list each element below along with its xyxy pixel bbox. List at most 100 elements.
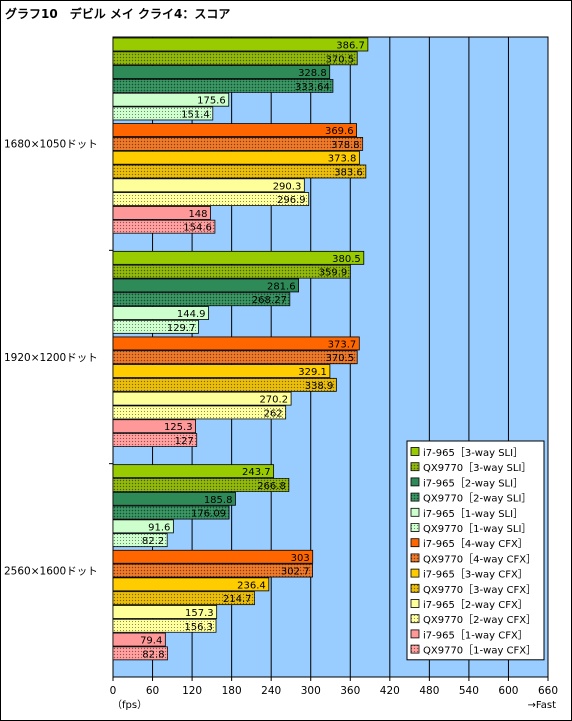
data-label: 144.9 bbox=[177, 309, 206, 320]
x-tick-label: 540 bbox=[459, 685, 479, 697]
bar bbox=[112, 391, 292, 406]
bar bbox=[112, 605, 218, 619]
bar bbox=[112, 306, 209, 320]
data-label: 79.4 bbox=[140, 636, 162, 647]
data-label: 328.8 bbox=[298, 68, 327, 79]
bar-hatch bbox=[113, 564, 313, 578]
x-tick-label: 360 bbox=[340, 685, 360, 697]
x-tick-label: 300 bbox=[301, 685, 321, 697]
legend-swatch-hatch bbox=[411, 584, 419, 593]
x-tick-label: 480 bbox=[419, 685, 439, 697]
data-label: 380.5 bbox=[332, 254, 361, 265]
chart-title: グラフ10 デビル メイ クライ4：スコア bbox=[5, 7, 231, 21]
legend-label: QX9770［3-way CFX］ bbox=[423, 584, 536, 596]
x-tick-label: 180 bbox=[222, 685, 242, 697]
data-label: 151.4 bbox=[181, 110, 210, 121]
data-label: 373.7 bbox=[328, 339, 357, 350]
bar-hatch bbox=[113, 107, 213, 120]
data-label: 82.8 bbox=[142, 649, 164, 660]
legend-swatch-hatch bbox=[411, 523, 419, 532]
legend bbox=[406, 440, 545, 661]
data-label: 370.5 bbox=[326, 353, 355, 364]
data-label: 333.64 bbox=[295, 82, 330, 93]
data-label: 296.9 bbox=[277, 195, 306, 206]
legend-swatch-hatch bbox=[411, 462, 419, 471]
category-label: 2560×1600ドット bbox=[4, 565, 98, 577]
category-label: 1680×1050ドット bbox=[4, 139, 98, 151]
bar-hatch bbox=[113, 292, 290, 306]
data-label: 268.27 bbox=[252, 295, 287, 306]
bar-hatch bbox=[113, 350, 358, 364]
legend-label: i7-965［1-way CFX］ bbox=[423, 629, 528, 641]
data-label: 156.3 bbox=[184, 622, 213, 633]
bar bbox=[112, 577, 270, 592]
bar-hatch bbox=[113, 405, 286, 419]
bar-hatch bbox=[113, 378, 337, 392]
bar-hatch bbox=[113, 320, 199, 334]
data-label: 370.5 bbox=[326, 54, 355, 65]
bar bbox=[112, 278, 300, 293]
bar bbox=[112, 632, 166, 647]
legend-swatch bbox=[410, 629, 420, 639]
bar bbox=[112, 336, 360, 351]
bar-hatch bbox=[113, 478, 289, 492]
data-label: 148 bbox=[188, 209, 207, 220]
x-tick-label: 240 bbox=[261, 685, 281, 697]
bar bbox=[112, 250, 365, 265]
legend-label: i7-965［2-way CFX］ bbox=[423, 599, 528, 611]
data-label: 266.8 bbox=[257, 481, 286, 492]
bar-hatch bbox=[113, 433, 197, 447]
data-label: 262 bbox=[264, 408, 283, 419]
data-label: 369.6 bbox=[325, 126, 354, 137]
x-axis-label: （fps） bbox=[112, 699, 147, 711]
bar-hatch bbox=[113, 165, 366, 178]
legend-swatch bbox=[410, 447, 420, 456]
legend-swatch-hatch bbox=[411, 553, 419, 562]
data-label: 386.7 bbox=[336, 41, 365, 52]
legend-swatch-hatch bbox=[411, 493, 419, 502]
x-tick-label: 120 bbox=[182, 685, 202, 697]
x-tick-label: 0 bbox=[110, 685, 117, 697]
data-label: 329.1 bbox=[298, 367, 327, 378]
bar-hatch bbox=[113, 506, 230, 520]
legend-swatch bbox=[410, 599, 420, 608]
bar bbox=[112, 150, 360, 165]
bar-hatch bbox=[113, 591, 255, 605]
data-label: 154.6 bbox=[183, 223, 212, 234]
legend-swatch bbox=[410, 507, 420, 517]
legend-label: QX9770［2-way SLI］ bbox=[423, 493, 531, 505]
bar-hatch bbox=[113, 51, 358, 65]
category-label: 1920×1200ドット bbox=[4, 352, 98, 364]
bar bbox=[112, 123, 358, 137]
x-tick-label: 660 bbox=[538, 685, 558, 697]
data-label: 176.09 bbox=[191, 509, 226, 520]
data-label: 303 bbox=[291, 553, 310, 564]
legend-label: i7-965［1-way SLI］ bbox=[423, 508, 523, 520]
x-axis-direction-label: →Fast bbox=[528, 700, 557, 711]
data-label: 214.7 bbox=[223, 594, 252, 605]
legend-label: QX9770［2-way CFX］ bbox=[423, 614, 536, 626]
data-label: 129.7 bbox=[167, 323, 196, 334]
bar-hatch bbox=[113, 619, 217, 633]
bar bbox=[112, 37, 369, 52]
data-label: 378.8 bbox=[331, 140, 360, 151]
bar bbox=[112, 92, 230, 107]
legend-swatch-hatch bbox=[411, 614, 419, 623]
bar-hatch bbox=[113, 533, 168, 547]
bar-hatch bbox=[113, 265, 351, 279]
bar bbox=[112, 491, 236, 506]
data-label: 125.3 bbox=[164, 422, 193, 433]
bar bbox=[112, 178, 305, 193]
bar bbox=[112, 519, 174, 534]
legend-swatch bbox=[410, 538, 420, 548]
data-label: 127 bbox=[175, 436, 194, 447]
data-label: 82.2 bbox=[142, 536, 164, 547]
legend-label: i7-965［3-way SLI］ bbox=[423, 447, 523, 459]
x-tick-label: 420 bbox=[380, 685, 400, 697]
legend-label: i7-965［3-way CFX］ bbox=[423, 569, 528, 581]
bar-hatch bbox=[113, 192, 309, 206]
data-label: 270.2 bbox=[259, 395, 288, 406]
x-tick-label: 60 bbox=[146, 685, 159, 697]
data-label: 91.6 bbox=[148, 522, 170, 533]
